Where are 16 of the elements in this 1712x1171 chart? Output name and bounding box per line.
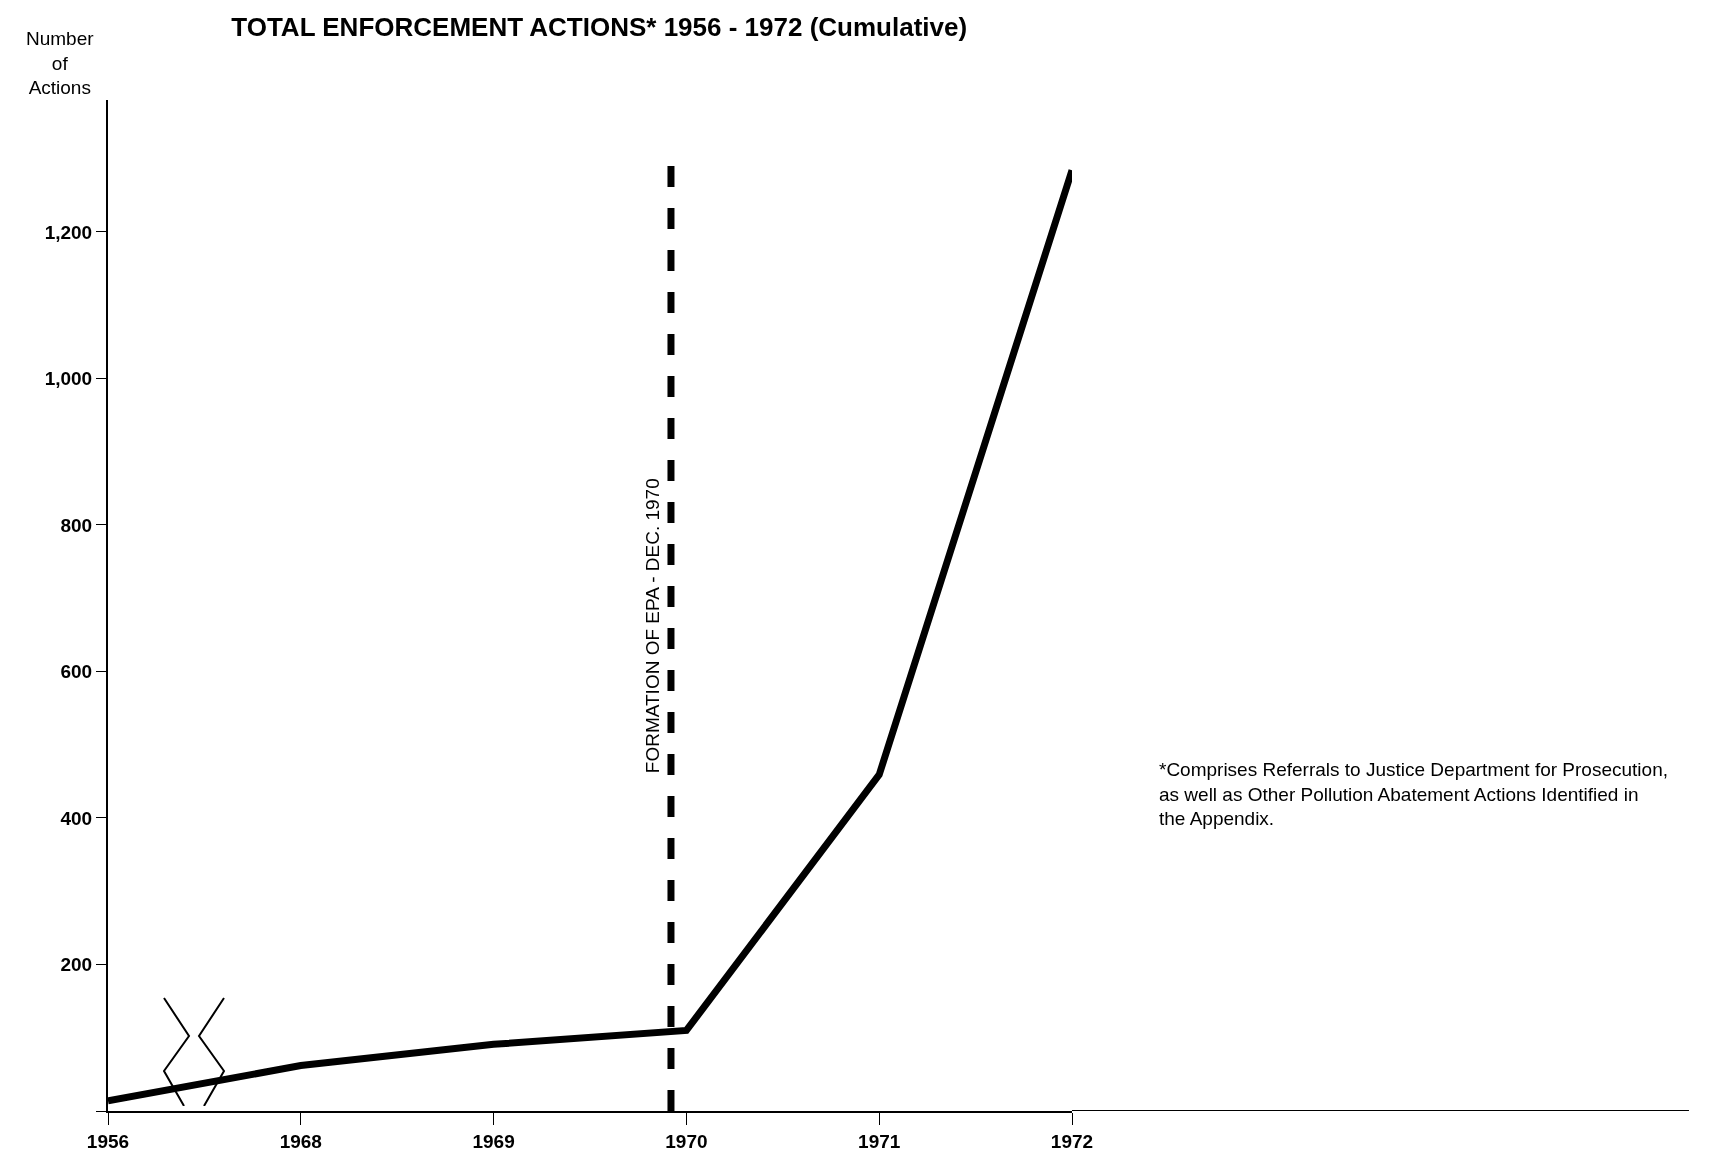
text: *Comprises Referrals to Justice Department for Prosecution, as well as Other Pollution Abatement Actions Identified in the Appendix. [1159,759,1668,830]
x-tick-label: 1968 [279,1130,322,1152]
y-tick-label: 200 [60,954,93,976]
x-tick-label: 1970 [665,1130,708,1152]
x-tick-label: 1971 [858,1130,901,1152]
x-tick-label: 1956 [86,1130,130,1152]
y-axis-title: Number of Actions [26,28,95,99]
y-tick-label: 400 [60,807,93,829]
x-tick-label: 1969 [472,1130,515,1152]
x-tick-label: 1972 [1050,1130,1094,1152]
y-tick-label: 800 [60,514,93,536]
chart-title: TOTAL ENFORCEMENT ACTIONS* 1956 - 1972 (Cumulative) [231,11,968,42]
ref-line-label: FORMATION OF EPA - DEC. 1970 [641,478,663,774]
y-tick-label: 1,200 [44,221,93,243]
y-tick-label: 600 [60,661,93,683]
y-tick-label: 1,000 [44,368,93,390]
